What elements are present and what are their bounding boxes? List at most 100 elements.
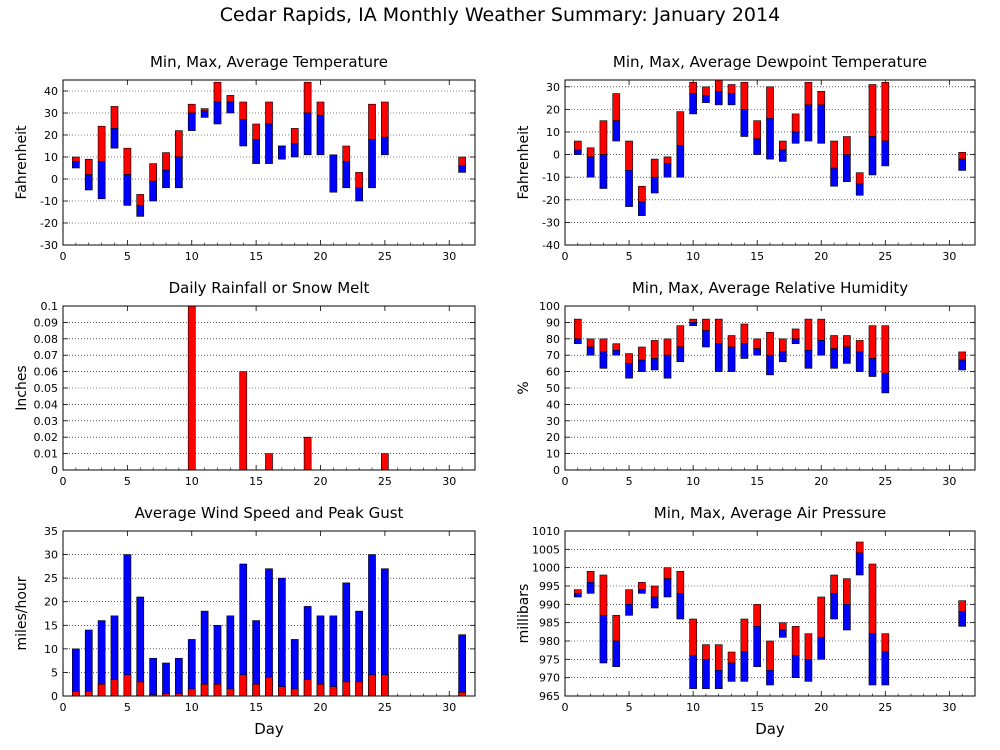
bar-min-to-avg xyxy=(843,604,851,631)
bar-avg-to-max xyxy=(97,125,106,162)
x-axis-label: Day xyxy=(254,720,284,738)
y-tick-label: 35 xyxy=(44,525,58,538)
x-tick-label: 30 xyxy=(942,475,956,488)
bar-min-to-avg xyxy=(689,322,697,326)
bar-min-to-avg xyxy=(702,95,710,103)
bar-min-to-avg xyxy=(368,139,376,189)
x-tick-label: 0 xyxy=(562,701,569,714)
x-tick-label: 30 xyxy=(442,250,456,263)
x-tick-label: 25 xyxy=(878,250,892,263)
bar-min-to-avg xyxy=(676,346,685,363)
y-axis-label: Fahrenheit xyxy=(14,125,30,200)
bar-min-to-avg xyxy=(290,143,299,158)
bar-peak-gust xyxy=(458,634,466,697)
bar-avg-to-max xyxy=(316,101,325,116)
y-axis-label: miles/hour xyxy=(14,576,30,650)
bar-min-to-avg xyxy=(881,372,890,394)
y-axis-label: Inches xyxy=(14,365,30,410)
bar-avg-to-max xyxy=(290,128,299,145)
bar-min-to-avg xyxy=(830,167,838,187)
y-tick-label: 1005 xyxy=(532,543,560,556)
chart-dewpoint: -40 -30 -20 -10 0 10 20 30 0 5 10 15 20 25 30 Min, Max,… xyxy=(516,53,976,263)
y-tick-label: 30 xyxy=(44,549,58,562)
bar-min-to-avg xyxy=(740,109,749,137)
plot-border xyxy=(564,305,976,471)
bar-min-to-avg xyxy=(187,112,196,131)
y-tick-label: 80 xyxy=(546,333,560,346)
bar-peak-gust xyxy=(162,662,170,697)
chart-humidity: 0 10 20 30 40 50 60 70 80 90 100 0 5 10 15 20 25 30 Min, M… xyxy=(516,279,976,488)
bar-avg-to-max xyxy=(625,589,633,605)
bar-peak-gust xyxy=(290,639,299,697)
bar-min-to-avg xyxy=(458,165,466,173)
bar-avg-to-max xyxy=(573,140,582,151)
bar-avg-speed xyxy=(213,683,222,697)
bar-avg-speed xyxy=(226,688,235,697)
bar-avg-to-max xyxy=(599,574,608,616)
x-tick-label: 15 xyxy=(249,250,263,263)
bar-avg-to-max xyxy=(766,640,774,671)
bar-peak-gust xyxy=(200,610,209,697)
chart-title: Average Wind Speed and Peak Gust xyxy=(135,504,404,522)
y-tick-label: 20 xyxy=(546,431,560,444)
chart-rain: 0 0.01 0.02 0.03 0.04 0.05 0.06 0.07 0.08 0.09 0.1… xyxy=(14,279,476,488)
bar-min-to-avg xyxy=(316,114,325,156)
y-tick-label: -30 xyxy=(40,239,58,252)
bar-min-to-avg xyxy=(226,101,235,114)
bar-avg-to-max xyxy=(817,318,826,341)
y-tick-label: 0.06 xyxy=(34,366,59,379)
x-tick-label: 30 xyxy=(442,701,456,714)
bar-min-to-avg xyxy=(689,93,697,115)
y-tick-label: 30 xyxy=(44,107,58,120)
bar-min-to-avg xyxy=(355,187,363,202)
bar-avg-to-max xyxy=(110,106,119,129)
x-tick-label: 5 xyxy=(124,475,131,488)
bar-rainfall xyxy=(265,453,273,471)
bar-avg-to-max xyxy=(689,318,697,323)
bar-min-to-avg xyxy=(612,640,621,667)
bar-min-to-avg xyxy=(958,158,967,171)
bar-rainfall xyxy=(303,436,312,471)
bar-min-to-avg xyxy=(136,205,145,217)
bar-min-to-avg xyxy=(175,156,183,189)
x-tick-label: 5 xyxy=(626,250,633,263)
x-tick-label: 15 xyxy=(750,250,764,263)
y-tick-label: -10 xyxy=(40,195,58,208)
bar-min-to-avg xyxy=(958,359,967,371)
y-tick-label: 0.02 xyxy=(34,431,59,444)
bar-avg-to-max xyxy=(714,318,723,345)
bar-peak-gust xyxy=(342,582,351,697)
chart-title: Min, Max, Average Temperature xyxy=(150,53,388,71)
bar-avg-to-max xyxy=(702,318,710,331)
bar-min-to-avg xyxy=(791,338,800,345)
bar-avg-to-max xyxy=(663,567,672,579)
x-axis-label: Day xyxy=(755,720,785,738)
y-tick-label: 970 xyxy=(539,672,560,685)
y-tick-label: 985 xyxy=(539,617,560,630)
bar-avg-speed xyxy=(136,681,145,697)
x-tick-label: 15 xyxy=(249,475,263,488)
y-tick-label: 10 xyxy=(44,151,58,164)
bar-min-to-avg xyxy=(586,156,595,178)
chart-pressure: 965 970 975 980 985 990 995 1000 1005 1010 0 5 10 15 2… xyxy=(516,504,976,738)
y-tick-label: 990 xyxy=(539,598,560,611)
y-tick-label: 20 xyxy=(546,103,560,116)
bar-min-to-avg xyxy=(252,139,260,164)
bar-min-to-avg xyxy=(676,593,685,620)
bar-avg-to-max xyxy=(676,325,685,348)
bar-avg-to-max xyxy=(727,335,736,348)
y-tick-label: 0 xyxy=(51,464,58,477)
bar-min-to-avg xyxy=(612,120,621,142)
bar-min-to-avg xyxy=(855,183,864,196)
bar-min-to-avg xyxy=(72,161,80,169)
x-tick-label: 15 xyxy=(249,701,263,714)
bar-avg-to-max xyxy=(714,644,723,671)
bar-avg-to-max xyxy=(855,340,864,353)
bar-avg-to-max xyxy=(638,582,646,590)
bar-avg-to-max xyxy=(355,172,363,189)
bar-avg-to-max xyxy=(586,571,595,583)
bar-avg-to-max xyxy=(740,81,749,110)
bar-avg-speed xyxy=(342,681,351,697)
bar-peak-gust xyxy=(187,639,196,697)
x-tick-label: 20 xyxy=(314,475,328,488)
